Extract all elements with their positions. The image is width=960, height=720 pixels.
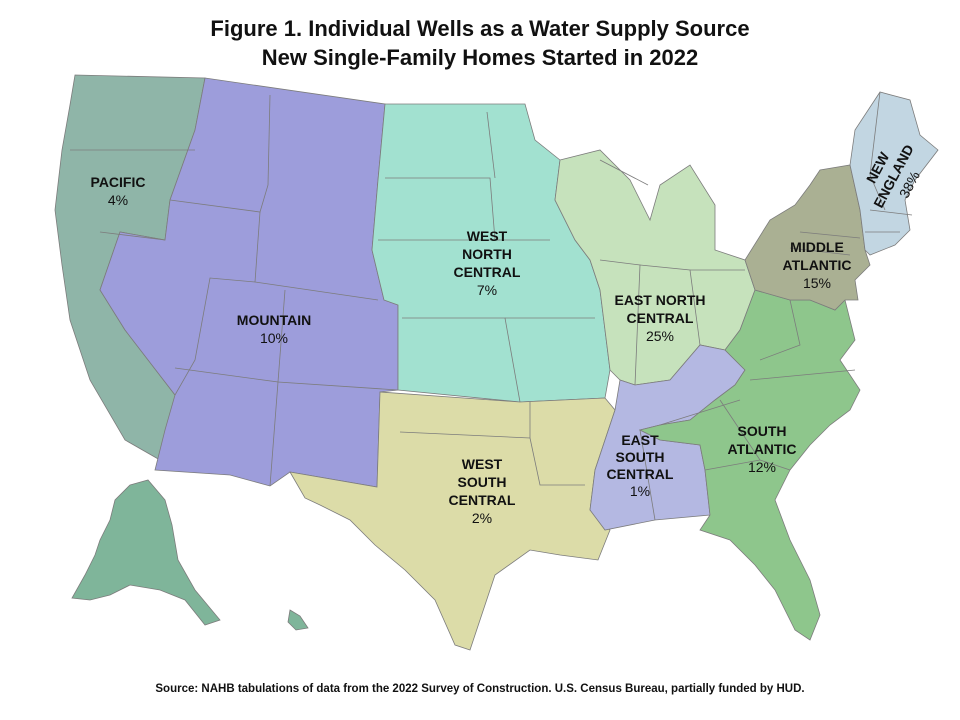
region-name-line: ATLANTIC	[783, 257, 852, 273]
region-percent: 15%	[803, 275, 831, 291]
label-pacific: PACIFIC 4%	[91, 174, 146, 208]
label-east-north-central: EAST NORTH CENTRAL 25%	[615, 292, 706, 344]
region-name-line: EAST	[621, 432, 659, 448]
region-name-line: SOUTH	[458, 474, 507, 490]
region-name-line: ATLANTIC	[728, 441, 797, 457]
region-percent: 7%	[477, 282, 497, 298]
region-name-line: CENTRAL	[449, 492, 516, 508]
region-middle-atlantic	[744, 164, 871, 311]
region-percent: 10%	[260, 330, 288, 346]
region-name-line: WEST	[467, 228, 508, 244]
source-note: Source: NAHB tabulations of data from th…	[155, 683, 805, 695]
region-percent: 2%	[472, 510, 492, 526]
label-west-north-central: WEST NORTH CENTRAL 7%	[454, 228, 521, 298]
region-percent: 1%	[630, 483, 650, 499]
region-name-line: CENTRAL	[627, 310, 694, 326]
region-name-line: CENTRAL	[607, 466, 674, 482]
region-labels: PACIFIC4%MOUNTAIN10%WESTNORTHCENTRAL7%WE…	[91, 142, 923, 526]
state-boundaries	[70, 91, 913, 521]
region-name-line: CENTRAL	[454, 264, 521, 280]
label-south-atlantic: SOUTH ATLANTIC 12%	[728, 423, 797, 475]
region-percent: 12%	[748, 459, 776, 475]
label-middle-atlantic: MIDDLE ATLANTIC 15%	[783, 239, 852, 291]
region-name-line: PACIFIC	[91, 174, 146, 190]
figure-title-line-2: New Single-Family Homes Started in 2022	[261, 45, 699, 70]
region-name-line: WEST	[462, 456, 503, 472]
region-new-england	[849, 91, 939, 256]
region-hawaii	[287, 609, 309, 631]
region-name-line: EAST NORTH	[615, 292, 706, 308]
region-name-line: MOUNTAIN	[237, 312, 311, 328]
region-alaska	[71, 479, 221, 626]
figure-title-line-1: Figure 1. Individual Wells as a Water Su…	[210, 16, 750, 41]
label-mountain: MOUNTAIN 10%	[237, 312, 311, 346]
region-name-line: NORTH	[462, 246, 512, 262]
region-percent: 25%	[646, 328, 674, 344]
region-percent: 4%	[108, 192, 128, 208]
label-west-south-central: WEST SOUTH CENTRAL 2%	[449, 456, 516, 526]
region-name-line: SOUTH	[616, 449, 665, 465]
region-name-line: MIDDLE	[790, 239, 844, 255]
region-name-line: SOUTH	[738, 423, 787, 439]
